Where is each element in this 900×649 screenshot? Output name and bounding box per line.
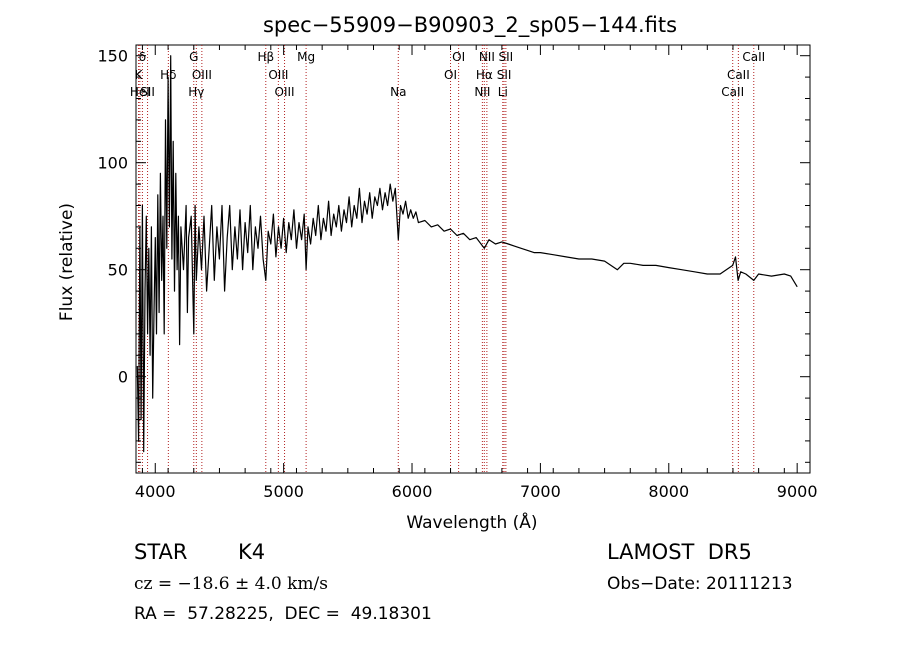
line-marker-label: Hγ xyxy=(188,85,204,99)
line-marker-label: K xyxy=(135,68,144,82)
x-axis: 4000 5000 6000 7000 8000 9000 xyxy=(135,45,818,501)
y-tick-label: 100 xyxy=(97,154,128,173)
survey-name: LAMOST DR5 xyxy=(607,540,752,564)
y-tick-label: 0 xyxy=(118,368,128,387)
redshift-velocity: cz = −18.6 ± 4.0 km/s xyxy=(134,574,328,594)
y-tick-label: 50 xyxy=(108,261,128,280)
line-marker-label: Hβ xyxy=(257,50,274,64)
plot-frame xyxy=(135,44,811,474)
flux-series xyxy=(136,55,798,453)
line-marker-label: Na xyxy=(390,85,406,99)
y-axis-label: Flux (relative) xyxy=(57,203,77,321)
line-marker-label: SII xyxy=(140,85,155,99)
x-tick-label: 6000 xyxy=(392,482,433,501)
x-tick-label: 5000 xyxy=(263,482,304,501)
line-marker-label: NII xyxy=(479,50,495,64)
flux-line xyxy=(136,55,798,453)
x-tick-label: 7000 xyxy=(520,482,561,501)
line-marker-label: G xyxy=(189,50,198,64)
line-marker-label: NII xyxy=(474,85,490,99)
line-marker-label: OI xyxy=(444,68,457,82)
x-tick-label: 4000 xyxy=(135,482,176,501)
chart-title: spec−55909−B90903_2_sp05−144.fits xyxy=(263,13,677,38)
x-tick-label: 9000 xyxy=(777,482,818,501)
spectral-line-markers xyxy=(138,45,755,473)
line-marker-label: Mg xyxy=(297,50,315,64)
line-marker-label: OIII xyxy=(192,68,212,82)
line-marker-label: CaII xyxy=(742,50,765,64)
line-marker-label: OI xyxy=(452,50,465,64)
line-marker-label: SII xyxy=(499,50,514,64)
observation-date: Obs−Date: 20111213 xyxy=(607,574,793,594)
line-marker-label: Hδ xyxy=(160,68,176,82)
object-subclass: K4 xyxy=(238,540,266,564)
line-marker-label: Hα xyxy=(476,68,493,82)
line-marker-label: CaII xyxy=(721,85,744,99)
line-marker-label: CaII xyxy=(727,68,750,82)
line-marker-label: Li xyxy=(498,85,508,99)
line-marker-label: OIII xyxy=(268,68,288,82)
y-axis: 0 50 100 150 xyxy=(97,47,810,463)
object-class: STAR xyxy=(134,540,188,564)
line-marker-label: δ xyxy=(139,50,146,64)
x-axis-label: Wavelength (Å) xyxy=(406,511,537,533)
line-marker-label: HeI xyxy=(130,85,150,99)
x-tick-label: 8000 xyxy=(648,482,689,501)
line-marker-label: SII xyxy=(497,68,512,82)
y-tick-label: 150 xyxy=(97,47,128,66)
line-marker-label: OIII xyxy=(275,85,295,99)
coordinates: RA = 57.28225, DEC = 49.18301 xyxy=(134,604,432,624)
spectral-line-labels: K HeI δ SII Hδ G Hγ OIII Hβ OIII OIII Mg Na OI OI NII Hα… xyxy=(130,50,765,99)
